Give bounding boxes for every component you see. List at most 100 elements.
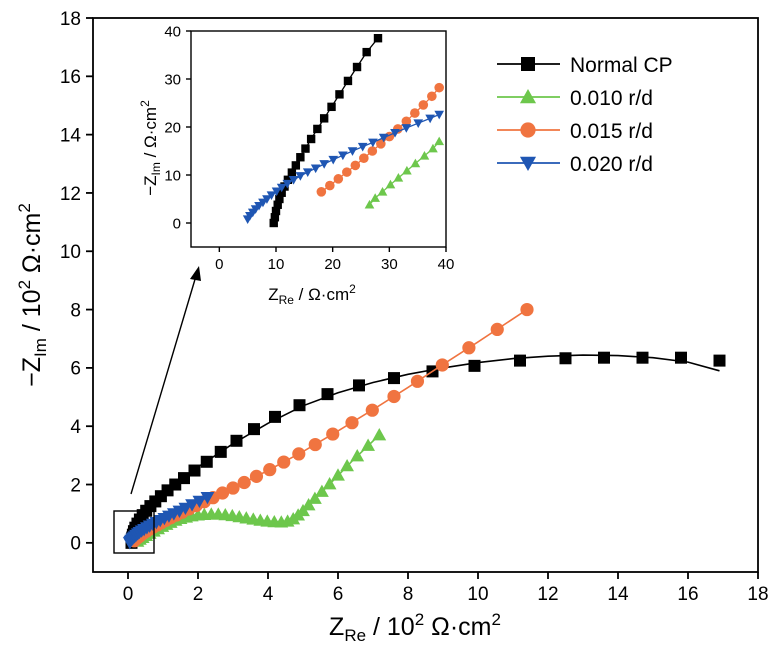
inset-data-point — [325, 180, 335, 191]
data-point — [200, 491, 215, 505]
inset-data-point — [402, 165, 412, 175]
inset-data-point — [428, 143, 438, 153]
inset-data-point — [419, 150, 430, 160]
inset-data-point — [410, 158, 421, 168]
legend-label: Normal CP — [570, 54, 673, 77]
data-point — [322, 477, 337, 490]
data-point — [372, 428, 387, 441]
inset-data-point — [273, 200, 282, 209]
y-tick-label: 4 — [70, 417, 81, 438]
y-axis-title-main: −Z — [18, 357, 46, 387]
x-tick-label: 10 — [467, 584, 488, 605]
zoom-arrow-head — [190, 266, 201, 281]
inset-data-point — [401, 124, 412, 133]
inset-data-point — [271, 206, 281, 216]
data-point — [308, 491, 322, 504]
data-point — [331, 468, 345, 481]
inset-data-point — [287, 168, 297, 177]
inset-data-point — [328, 155, 339, 165]
inset-data-point — [434, 110, 445, 120]
data-point — [321, 388, 334, 401]
inset-data-point — [295, 172, 306, 181]
inset-data-point — [350, 160, 361, 171]
inset-data-point — [277, 188, 286, 197]
y-tick-label: 8 — [70, 300, 81, 321]
inset-data-point — [283, 175, 293, 184]
plot-frame — [92, 17, 759, 573]
data-point — [200, 455, 213, 468]
inset-data-point — [377, 186, 388, 196]
inset-data-point — [333, 174, 344, 184]
inset-data-point — [291, 161, 301, 170]
inset-data-point — [364, 199, 375, 209]
x-tick-label: 0 — [123, 584, 134, 605]
data-point — [636, 351, 649, 364]
data-point — [350, 449, 365, 462]
data-point — [248, 423, 260, 436]
inset-y-tick-label: 0 — [173, 215, 181, 232]
inset-data-point — [270, 213, 280, 222]
inset-data-point — [282, 179, 293, 189]
x-tick-label: 8 — [403, 584, 414, 605]
inset-data-point — [434, 82, 445, 93]
data-point — [340, 458, 354, 472]
data-point — [520, 302, 534, 317]
x-axis-title-sub: Re — [344, 626, 366, 645]
y-tick-label: 6 — [70, 359, 81, 380]
y-tick-label: 10 — [60, 242, 81, 263]
data-point — [713, 354, 726, 367]
inset-data-point — [401, 116, 412, 127]
legend-marker — [519, 88, 537, 104]
x-tick-label: 18 — [747, 584, 768, 605]
data-point — [490, 322, 504, 337]
data-point — [675, 351, 687, 364]
inset-x-axis-title-sub: Re — [279, 293, 295, 307]
y-axis-title-tail: Ω·cm — [18, 213, 46, 280]
legend-marker — [519, 156, 537, 172]
y-axis-title-rest: / 10 — [18, 289, 46, 338]
inset-data-point — [373, 34, 383, 43]
inset-data-point — [269, 218, 278, 228]
y-axis-title-sub: Im — [31, 338, 50, 357]
inset-data-point — [296, 153, 305, 162]
x-tick-label: 4 — [263, 584, 274, 605]
data-point — [215, 486, 230, 500]
inset-data-point — [418, 100, 429, 110]
data-point — [559, 352, 572, 365]
inset-y-axis-title-sub: Im — [149, 162, 163, 175]
x-axis-title-sup: 2 — [415, 610, 424, 629]
data-point — [598, 351, 610, 364]
inset-x-axis-title-sup: 2 — [349, 282, 356, 296]
data-point — [315, 484, 329, 497]
data-point — [192, 495, 207, 509]
x-tick-label: 6 — [333, 584, 344, 605]
inset-data-point — [288, 176, 299, 185]
zoom-indicator — [113, 266, 201, 554]
data-point — [214, 445, 227, 458]
inset-data-point — [367, 146, 378, 156]
x-tick-label: 2 — [193, 584, 204, 605]
x-tick-label: 12 — [537, 584, 558, 605]
inset-data-point — [390, 128, 400, 138]
inset-y-axis-title-rest: / Ω·cm — [141, 107, 160, 162]
inset-data-point — [262, 195, 272, 204]
data-point — [178, 472, 190, 485]
inset-data-point — [359, 153, 369, 163]
inset-data-point — [410, 108, 420, 118]
inset-data-point — [338, 151, 348, 161]
legend-label: 0.015 r/d — [570, 120, 653, 143]
inset-x-axis-title: ZRe / Ω·cm2 — [268, 282, 356, 307]
y-tick-label: 0 — [70, 534, 81, 555]
data-point — [308, 437, 322, 452]
y-tick-label: 12 — [60, 184, 81, 205]
inset-y-tick-label: 40 — [164, 23, 181, 40]
inset-data-point — [319, 160, 329, 169]
data-point — [230, 434, 243, 447]
data-point — [353, 379, 365, 392]
inset-data-point — [276, 183, 287, 193]
y-tick-label: 14 — [60, 125, 82, 146]
inset-data-point — [313, 124, 322, 134]
inset-data-point — [385, 179, 396, 189]
inset-background — [191, 31, 446, 247]
inset-plot: 0 10 20 30 40 0 10 20 30 40 — [164, 23, 454, 273]
